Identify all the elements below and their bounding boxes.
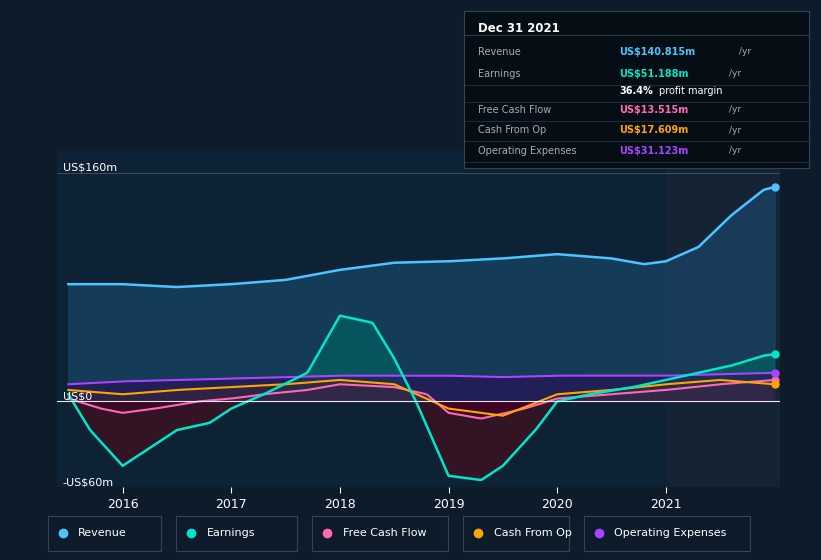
Text: Free Cash Flow: Free Cash Flow (478, 105, 551, 115)
Bar (463, 516, 569, 551)
Text: /yr: /yr (729, 105, 741, 114)
Text: Operating Expenses: Operating Expenses (478, 146, 576, 156)
Text: Revenue: Revenue (78, 529, 127, 538)
Bar (666, 151, 796, 487)
Text: /yr: /yr (729, 126, 741, 135)
Bar (585, 516, 750, 551)
Text: Revenue: Revenue (478, 47, 521, 57)
Text: /yr: /yr (729, 69, 741, 78)
Text: Operating Expenses: Operating Expenses (614, 529, 727, 538)
Text: /yr: /yr (729, 146, 741, 155)
Bar (177, 516, 297, 551)
Text: US$17.609m: US$17.609m (619, 125, 688, 136)
Text: US$51.188m: US$51.188m (619, 69, 689, 79)
Text: US$13.515m: US$13.515m (619, 105, 688, 115)
Text: /yr: /yr (739, 48, 751, 57)
Text: 36.4%: 36.4% (619, 86, 653, 96)
Text: Free Cash Flow: Free Cash Flow (342, 529, 426, 538)
Text: Cash From Op: Cash From Op (478, 125, 546, 136)
Text: US$31.123m: US$31.123m (619, 146, 688, 156)
Text: US$160m: US$160m (63, 162, 117, 172)
Text: Earnings: Earnings (478, 69, 521, 79)
Text: Dec 31 2021: Dec 31 2021 (478, 22, 559, 35)
Text: US$0: US$0 (63, 391, 92, 402)
Text: Earnings: Earnings (207, 529, 255, 538)
Bar (312, 516, 448, 551)
Text: profit margin: profit margin (658, 86, 722, 96)
Text: -US$60m: -US$60m (63, 477, 114, 487)
Bar (48, 516, 161, 551)
Text: US$140.815m: US$140.815m (619, 47, 695, 57)
Text: Cash From Op: Cash From Op (493, 529, 571, 538)
